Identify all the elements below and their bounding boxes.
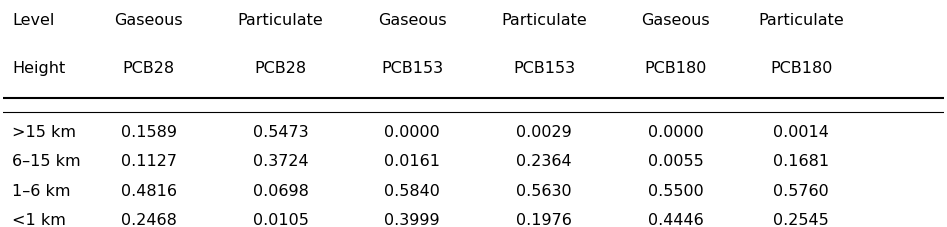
Text: 0.1976: 0.1976 (516, 212, 572, 227)
Text: 0.0698: 0.0698 (253, 183, 309, 198)
Text: PCB28: PCB28 (255, 60, 307, 75)
Text: PCB180: PCB180 (770, 60, 832, 75)
Text: 0.4446: 0.4446 (648, 212, 704, 227)
Text: Gaseous: Gaseous (378, 13, 447, 28)
Text: 0.5840: 0.5840 (384, 183, 440, 198)
Text: 0.5500: 0.5500 (648, 183, 704, 198)
Text: PCB28: PCB28 (123, 60, 175, 75)
Text: 6–15 km: 6–15 km (12, 154, 80, 169)
Text: 0.2468: 0.2468 (121, 212, 177, 227)
Text: Height: Height (12, 60, 65, 75)
Text: 0.3724: 0.3724 (253, 154, 309, 169)
Text: Gaseous: Gaseous (115, 13, 183, 28)
Text: 0.0055: 0.0055 (648, 154, 704, 169)
Text: PCB153: PCB153 (382, 60, 443, 75)
Text: 0.0000: 0.0000 (648, 125, 704, 140)
Text: PCB153: PCB153 (513, 60, 575, 75)
Text: 0.5760: 0.5760 (774, 183, 829, 198)
Text: 0.5473: 0.5473 (253, 125, 309, 140)
Text: <1 km: <1 km (12, 212, 66, 227)
Text: 0.1127: 0.1127 (120, 154, 177, 169)
Text: Gaseous: Gaseous (642, 13, 710, 28)
Text: 0.3999: 0.3999 (384, 212, 440, 227)
Text: 0.0105: 0.0105 (253, 212, 309, 227)
Text: Particulate: Particulate (759, 13, 844, 28)
Text: 0.0000: 0.0000 (384, 125, 440, 140)
Text: Particulate: Particulate (501, 13, 587, 28)
Text: 0.5630: 0.5630 (516, 183, 572, 198)
Text: 0.0029: 0.0029 (516, 125, 572, 140)
Text: 0.1681: 0.1681 (773, 154, 830, 169)
Text: 1–6 km: 1–6 km (12, 183, 71, 198)
Text: 0.0161: 0.0161 (384, 154, 440, 169)
Text: 0.2545: 0.2545 (774, 212, 829, 227)
Text: Level: Level (12, 13, 55, 28)
Text: 0.0014: 0.0014 (773, 125, 829, 140)
Text: >15 km: >15 km (12, 125, 76, 140)
Text: 0.4816: 0.4816 (120, 183, 177, 198)
Text: 0.1589: 0.1589 (120, 125, 177, 140)
Text: PCB180: PCB180 (645, 60, 707, 75)
Text: Particulate: Particulate (238, 13, 323, 28)
Text: 0.2364: 0.2364 (516, 154, 572, 169)
